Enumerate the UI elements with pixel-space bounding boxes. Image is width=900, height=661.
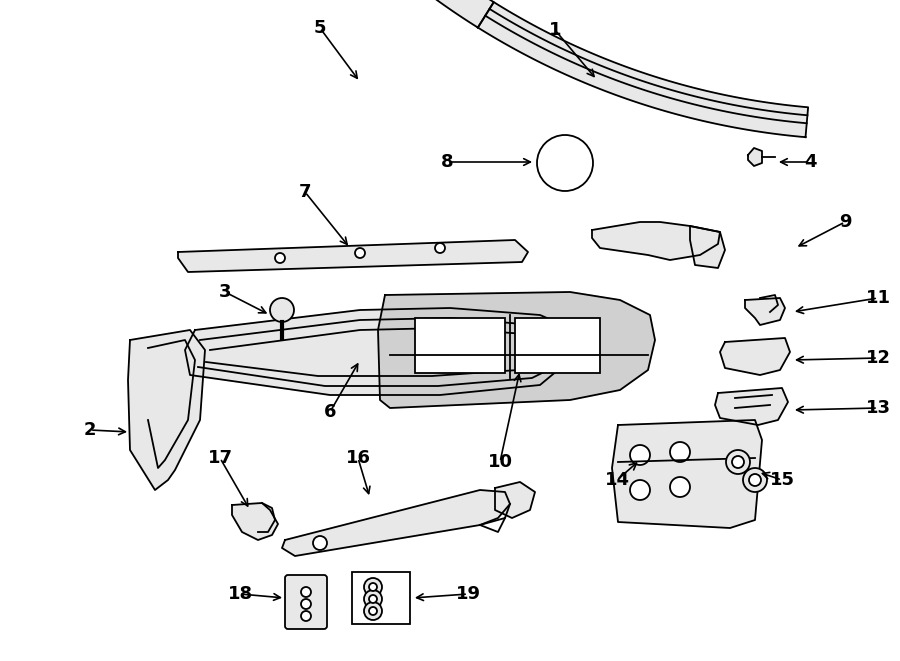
Circle shape — [301, 611, 311, 621]
Text: 10: 10 — [488, 453, 512, 471]
Text: 12: 12 — [866, 349, 890, 367]
Polygon shape — [612, 420, 762, 528]
Circle shape — [630, 480, 650, 500]
Bar — [415, 318, 505, 373]
Text: 14: 14 — [605, 471, 629, 489]
Circle shape — [369, 583, 377, 591]
Polygon shape — [232, 503, 278, 540]
Circle shape — [726, 450, 750, 474]
Polygon shape — [495, 482, 535, 518]
Polygon shape — [745, 298, 785, 325]
Polygon shape — [282, 490, 510, 556]
Circle shape — [743, 468, 767, 492]
Polygon shape — [478, 2, 808, 137]
Text: 15: 15 — [770, 471, 795, 489]
Text: 16: 16 — [346, 449, 371, 467]
Circle shape — [364, 590, 382, 608]
Circle shape — [732, 456, 744, 468]
Text: 9: 9 — [839, 213, 851, 231]
Polygon shape — [185, 308, 575, 395]
Circle shape — [369, 607, 377, 615]
Circle shape — [301, 599, 311, 609]
Text: 11: 11 — [866, 289, 890, 307]
Circle shape — [313, 536, 327, 550]
Circle shape — [670, 477, 690, 497]
Text: 5: 5 — [314, 19, 326, 37]
Text: 1: 1 — [549, 21, 562, 39]
Circle shape — [749, 474, 761, 486]
Text: 8: 8 — [441, 153, 454, 171]
Circle shape — [364, 602, 382, 620]
Circle shape — [670, 442, 690, 462]
Text: 18: 18 — [228, 585, 253, 603]
Circle shape — [537, 135, 593, 191]
Polygon shape — [720, 338, 790, 375]
Text: 2: 2 — [84, 421, 96, 439]
Polygon shape — [592, 222, 720, 260]
Circle shape — [301, 587, 311, 597]
FancyBboxPatch shape — [285, 575, 327, 629]
Circle shape — [275, 253, 285, 263]
Polygon shape — [128, 330, 205, 490]
Polygon shape — [178, 240, 528, 272]
Bar — [515, 318, 600, 373]
Text: 4: 4 — [804, 153, 816, 171]
Circle shape — [364, 578, 382, 596]
Circle shape — [435, 243, 445, 253]
Text: 6: 6 — [324, 403, 337, 421]
Text: 7: 7 — [299, 183, 311, 201]
Circle shape — [355, 248, 365, 258]
Text: 3: 3 — [219, 283, 231, 301]
Polygon shape — [242, 0, 494, 28]
Bar — [352, 572, 410, 624]
Text: 19: 19 — [455, 585, 481, 603]
Circle shape — [270, 298, 294, 322]
Polygon shape — [690, 226, 725, 268]
Polygon shape — [378, 292, 655, 408]
Text: 17: 17 — [208, 449, 232, 467]
Text: 13: 13 — [866, 399, 890, 417]
Circle shape — [369, 595, 377, 603]
Polygon shape — [748, 148, 762, 166]
Polygon shape — [715, 388, 788, 425]
Circle shape — [630, 445, 650, 465]
